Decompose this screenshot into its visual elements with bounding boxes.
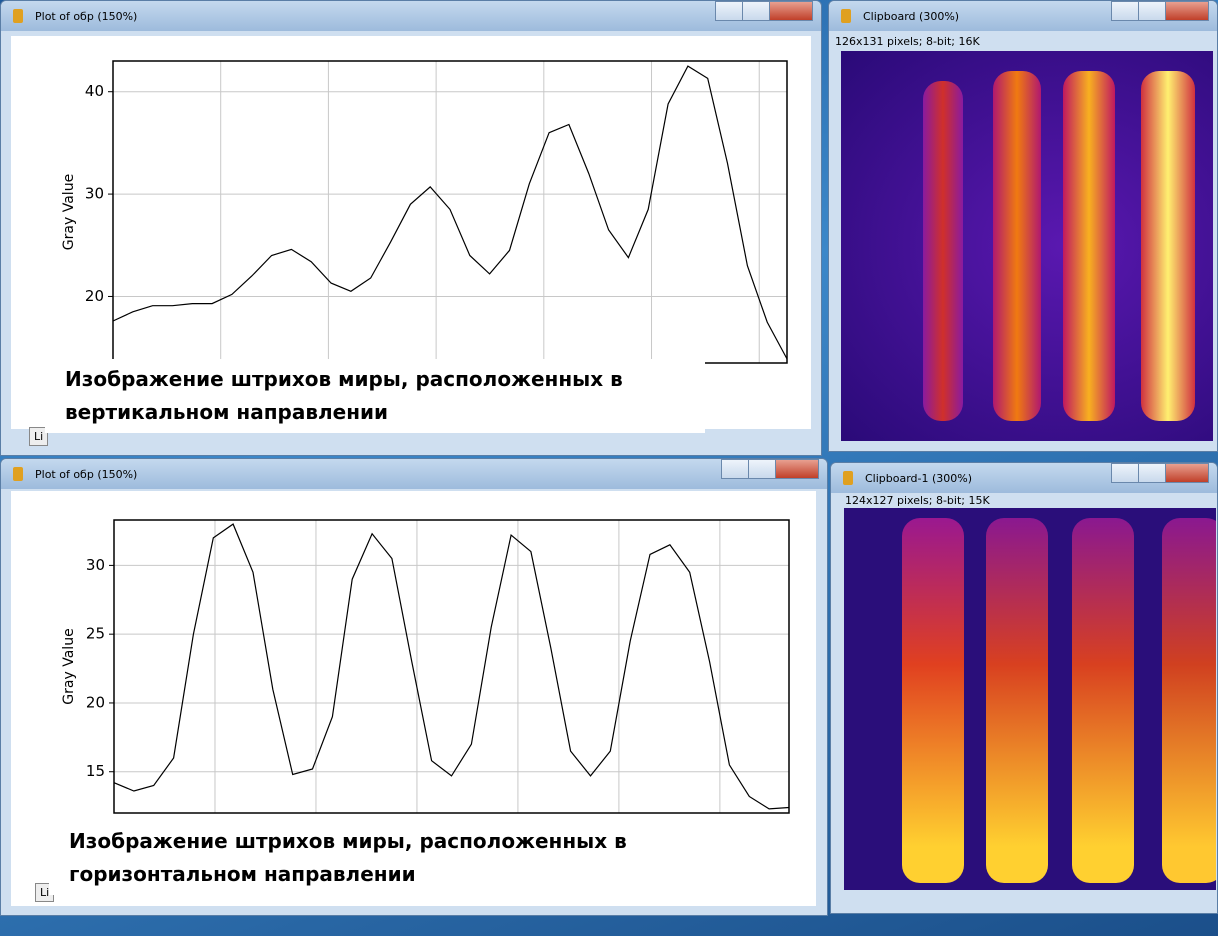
maximize[interactable]	[1138, 463, 1166, 483]
caption-line: Изображение штрихов миры, расположенных …	[69, 829, 627, 853]
plot-frame	[113, 519, 790, 814]
y-tick-label: 20	[85, 287, 104, 305]
plot-window[interactable]: Plot of обр (150%) 20 30 40 Gray Value Li И…	[0, 0, 822, 456]
plot-window[interactable]: Plot of обр (150%) 15 20 25 30 Gray Value Li…	[0, 458, 828, 916]
list-button[interactable]: Li	[29, 427, 49, 446]
data-line	[113, 523, 790, 810]
title-bar[interactable]: Clipboard (300%)	[829, 1, 1217, 31]
maximize[interactable]	[748, 459, 776, 479]
window-title: Clipboard-1 (300%)	[865, 472, 973, 485]
caption-line: Изображение штрихов миры, расположенных …	[65, 367, 623, 391]
y-tick-label: 40	[85, 82, 104, 100]
title-bar[interactable]: Plot of обр (150%)	[1, 459, 827, 489]
image-window[interactable]: Clipboard-1 (300%) 124x127 pixels; 8-bit…	[830, 462, 1218, 914]
y-axis-label: Gray Value	[61, 628, 77, 704]
close[interactable]	[769, 1, 813, 21]
title-bar[interactable]: Clipboard-1 (300%)	[831, 463, 1217, 493]
window-title: Clipboard (300%)	[863, 10, 960, 23]
caption-line: горизонтальном направлении	[69, 862, 416, 886]
image-info: 126x131 pixels; 8-bit; 16K	[835, 35, 980, 48]
y-tick-label: 20	[86, 693, 105, 711]
maximize[interactable]	[742, 1, 770, 21]
caption: Изображение штрихов миры, расположенных …	[49, 821, 729, 895]
image	[844, 508, 1216, 890]
caption: Изображение штрихов миры, расположенных …	[45, 359, 705, 433]
title-bar[interactable]: Plot of обр (150%)	[1, 1, 821, 31]
minimize[interactable]	[715, 1, 743, 21]
minimize[interactable]	[721, 459, 749, 479]
data-line	[112, 65, 788, 360]
y-axis-label: Gray Value	[61, 174, 77, 250]
window-title: Plot of обр (150%)	[35, 10, 138, 23]
plot-frame	[112, 60, 788, 364]
y-tick-label: 30	[86, 556, 105, 574]
minimize[interactable]	[1111, 1, 1139, 21]
image	[841, 51, 1213, 441]
y-tick-label: 30	[85, 185, 104, 203]
y-tick-label: 25	[86, 625, 105, 643]
close[interactable]	[1165, 1, 1209, 21]
image-window[interactable]: Clipboard (300%) 126x131 pixels; 8-bit; …	[828, 0, 1218, 452]
plot: 15 20 25 30 Gray Value	[61, 519, 790, 814]
close[interactable]	[1165, 463, 1209, 483]
y-tick-label: 15	[86, 762, 105, 780]
maximize[interactable]	[1138, 1, 1166, 21]
window-title: Plot of обр (150%)	[35, 468, 138, 481]
image-info: 124x127 pixels; 8-bit; 15K	[845, 494, 990, 507]
close[interactable]	[775, 459, 819, 479]
minimize[interactable]	[1111, 463, 1139, 483]
caption-line: вертикальном направлении	[65, 400, 389, 424]
